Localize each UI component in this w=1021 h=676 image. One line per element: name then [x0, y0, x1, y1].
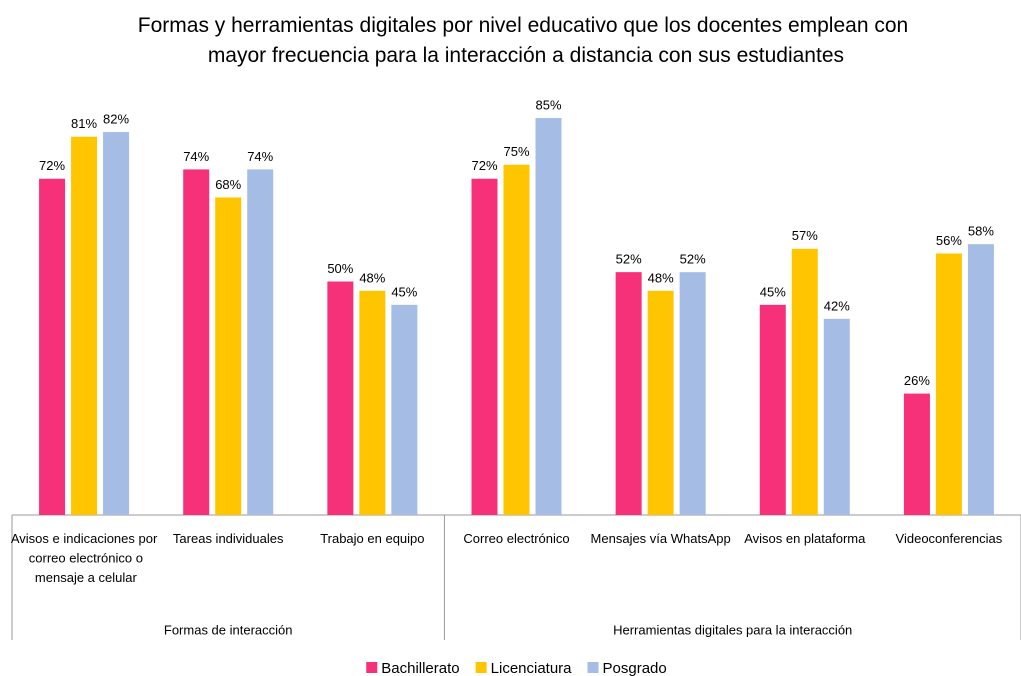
value-label: 74% [183, 149, 209, 164]
bar [759, 304, 786, 515]
value-label: 42% [824, 298, 850, 313]
value-label: 82% [103, 111, 129, 126]
bar [503, 164, 530, 515]
x-tick-label: Tareas individuales [173, 531, 284, 546]
x-tick-label: Mensajes vía WhatsApp [591, 531, 731, 546]
value-label: 52% [616, 252, 642, 267]
bar [391, 304, 418, 515]
bar [647, 290, 674, 515]
value-label: 52% [680, 252, 706, 267]
bar [183, 169, 210, 516]
bar [615, 272, 642, 515]
legend-label: Licenciatura [491, 660, 573, 676]
x-tick-label: Trabajo en equipo [320, 531, 424, 546]
x-tick-label: Correo electrónico [463, 531, 569, 546]
value-label: 68% [215, 177, 241, 192]
bar [823, 318, 850, 515]
value-label: 45% [391, 284, 417, 299]
value-label: 45% [760, 284, 786, 299]
bar [967, 244, 994, 515]
value-label: 48% [648, 270, 674, 285]
bar [535, 118, 562, 516]
legend-swatch [475, 662, 487, 673]
bar [791, 248, 818, 515]
chart-title: Formas y herramientas digitales por nive… [138, 14, 908, 67]
bar [215, 197, 242, 515]
group-label: Formas de interacción [164, 622, 293, 637]
x-tick-label: Avisos e indicaciones por correo electró… [11, 531, 158, 585]
legend-label: Bachillerato [381, 660, 459, 676]
bar [903, 393, 930, 515]
bar [679, 272, 706, 515]
bar [935, 253, 962, 516]
legend-swatch [587, 662, 599, 673]
value-label: 58% [968, 224, 994, 239]
legend-swatch [366, 662, 378, 673]
x-tick-label: Videoconferencias [896, 531, 1003, 546]
bar [103, 132, 130, 515]
value-label: 75% [503, 144, 529, 159]
value-label: 48% [359, 270, 385, 285]
bar [471, 178, 498, 515]
value-label: 56% [936, 233, 962, 248]
group-label: Herramientas digitales para la interacci… [613, 622, 852, 637]
bar [327, 281, 354, 515]
value-label: 72% [471, 158, 497, 173]
value-label: 57% [792, 228, 818, 243]
value-label: 74% [247, 149, 273, 164]
value-label: 85% [535, 97, 561, 112]
legend-label: Posgrado [603, 660, 667, 676]
x-tick-label: Avisos en plataforma [744, 531, 866, 546]
bar [39, 178, 66, 515]
value-label: 72% [39, 158, 65, 173]
bar [71, 136, 98, 516]
value-label: 26% [904, 373, 930, 388]
bar [359, 290, 386, 515]
value-label: 81% [71, 116, 97, 131]
value-label: 50% [327, 261, 353, 276]
bar [247, 169, 274, 516]
